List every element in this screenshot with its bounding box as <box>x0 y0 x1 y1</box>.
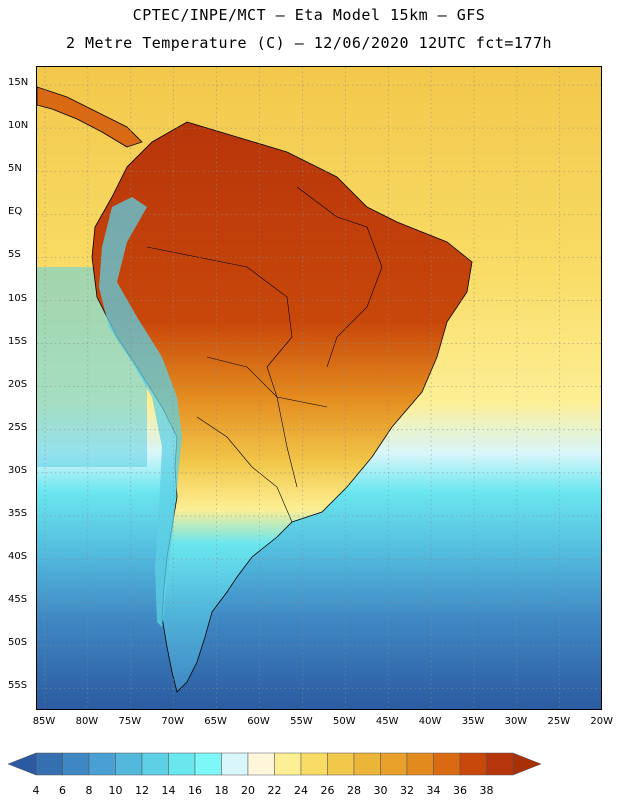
colorbar-tick-label: 36 <box>453 784 467 797</box>
colorbar-tick-label: 28 <box>347 784 361 797</box>
chart-subtitle: 2 Metre Temperature (C) – 12/06/2020 12U… <box>65 34 553 52</box>
country-border <box>146 246 328 408</box>
lon-label: 60W <box>247 716 270 727</box>
lon-label: 65W <box>204 716 227 727</box>
country-border <box>196 416 293 523</box>
central-america-landmass <box>37 86 143 148</box>
lat-label: 5N <box>8 163 22 175</box>
colorbar-tick-label: 14 <box>161 784 176 797</box>
colorbar-tick-label: 30 <box>373 784 388 797</box>
colorbar-swatch <box>300 752 328 776</box>
colorbar-tick-label: 16 <box>188 784 202 797</box>
colorbar-tick-label: 18 <box>214 784 229 797</box>
colorbar-swatch <box>35 752 63 776</box>
lon-label: 30W <box>504 716 528 727</box>
lon-label: 35W <box>461 716 485 727</box>
colorbar-swatch <box>380 752 408 776</box>
colorbar-tick-label: 10 <box>108 784 123 797</box>
colorbar-tick-label: 34 <box>426 784 441 797</box>
temperature-map <box>36 66 602 710</box>
colorbar-swatch <box>168 752 196 776</box>
lon-label: 45W <box>375 716 399 727</box>
lat-label: 20S <box>8 378 28 390</box>
lon-label: 75W <box>118 716 142 727</box>
lat-label: EQ <box>8 206 23 218</box>
colorbar-tick-label: 6 <box>59 784 66 797</box>
colorbar-swatch <box>194 752 222 776</box>
lon-label: 70W <box>161 716 184 727</box>
lat-label: 10S <box>8 292 28 304</box>
colorbar-swatch <box>141 752 169 776</box>
colorbar-tick-label: 32 <box>400 784 414 797</box>
colorbar-tick-label: 26 <box>320 784 335 797</box>
chart-title: CPTEC/INPE/MCT – Eta Model 15km – GFS <box>132 6 486 24</box>
map-canvas <box>37 67 601 709</box>
colorbar-tick-label: 20 <box>241 784 255 797</box>
lat-label: 40S <box>8 551 28 563</box>
lon-label: 20W <box>590 716 613 727</box>
lon-label: 80W <box>75 716 99 727</box>
lat-label: 30S <box>8 464 28 476</box>
lon-label: 25W <box>547 716 571 727</box>
colorbar-low-arrow <box>8 752 37 776</box>
colorbar-swatch <box>274 752 302 776</box>
colorbar-tick-label: 38 <box>479 784 494 797</box>
lat-label: 45S <box>8 594 28 606</box>
colorbar-swatch <box>486 752 514 776</box>
colorbar-swatch <box>406 752 434 776</box>
colorbar-swatch <box>433 752 461 776</box>
lon-label: 50W <box>332 716 356 727</box>
country-border <box>206 356 298 488</box>
lat-label: 25S <box>8 421 28 433</box>
colorbar-swatch <box>459 752 487 776</box>
colorbar-swatch <box>62 752 90 776</box>
colorbar-high-arrow <box>512 752 542 776</box>
lat-label: 10N <box>8 120 29 132</box>
country-border <box>296 186 383 368</box>
colorbar-swatch <box>327 752 355 776</box>
temperature-colorbar <box>8 752 542 776</box>
lat-label: 5S <box>8 249 21 261</box>
andes-cool-strip <box>99 197 182 627</box>
colorbar-tick-label: 12 <box>135 784 149 797</box>
lat-label: 15N <box>8 77 29 88</box>
colorbar-swatch <box>247 752 275 776</box>
colorbar-tick-label: 8 <box>85 784 93 797</box>
lat-label: 55S <box>8 680 28 692</box>
lon-label: 85W <box>32 716 56 727</box>
lon-label: 55W <box>290 716 313 727</box>
lon-label: 40W <box>418 716 442 727</box>
colorbar-swatch <box>88 752 116 776</box>
colorbar-swatch <box>353 752 381 776</box>
colorbar-tick-label: 4 <box>32 784 40 797</box>
lat-label: 35S <box>8 508 28 519</box>
colorbar-tick-label: 24 <box>294 784 308 797</box>
lat-label: 15S <box>8 335 28 347</box>
lat-label: 50S <box>8 637 28 649</box>
colorbar-swatch <box>221 752 249 776</box>
colorbar-tick-label: 22 <box>267 784 282 797</box>
colorbar-swatch <box>115 752 143 776</box>
